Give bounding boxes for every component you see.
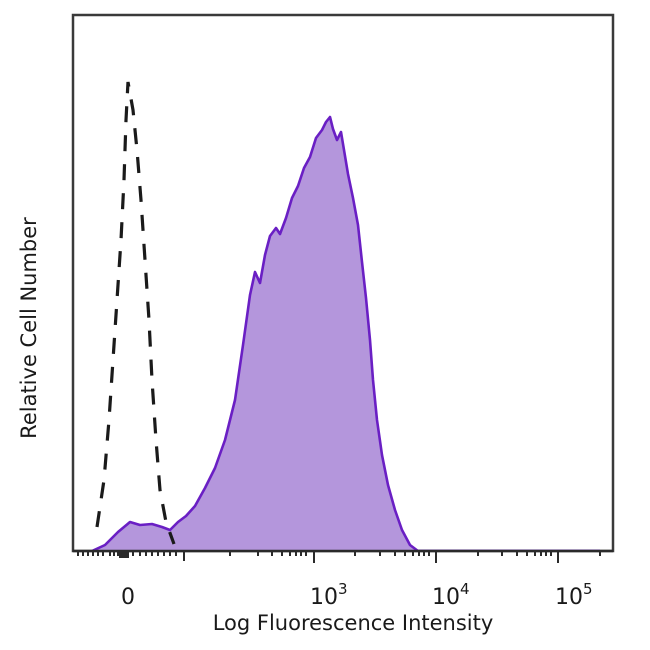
x-axis-ticks — [77, 551, 601, 563]
x-tick-label-1e5: 105 — [555, 580, 593, 610]
x-tick-label-0: 0 — [121, 585, 135, 610]
x-axis-title: Log Fluorescence Intensity — [213, 611, 494, 635]
stained-sample-histogram — [92, 117, 418, 551]
x-tick-labels: 0 103 104 105 — [121, 580, 593, 610]
stained-sample-outline — [91, 115, 419, 553]
x-tick-label-1e3: 103 — [310, 580, 348, 610]
isotype-control-histogram — [95, 81, 176, 545]
x-tick-label-1e4: 104 — [432, 580, 470, 610]
y-axis-title: Relative Cell Number — [17, 217, 41, 439]
